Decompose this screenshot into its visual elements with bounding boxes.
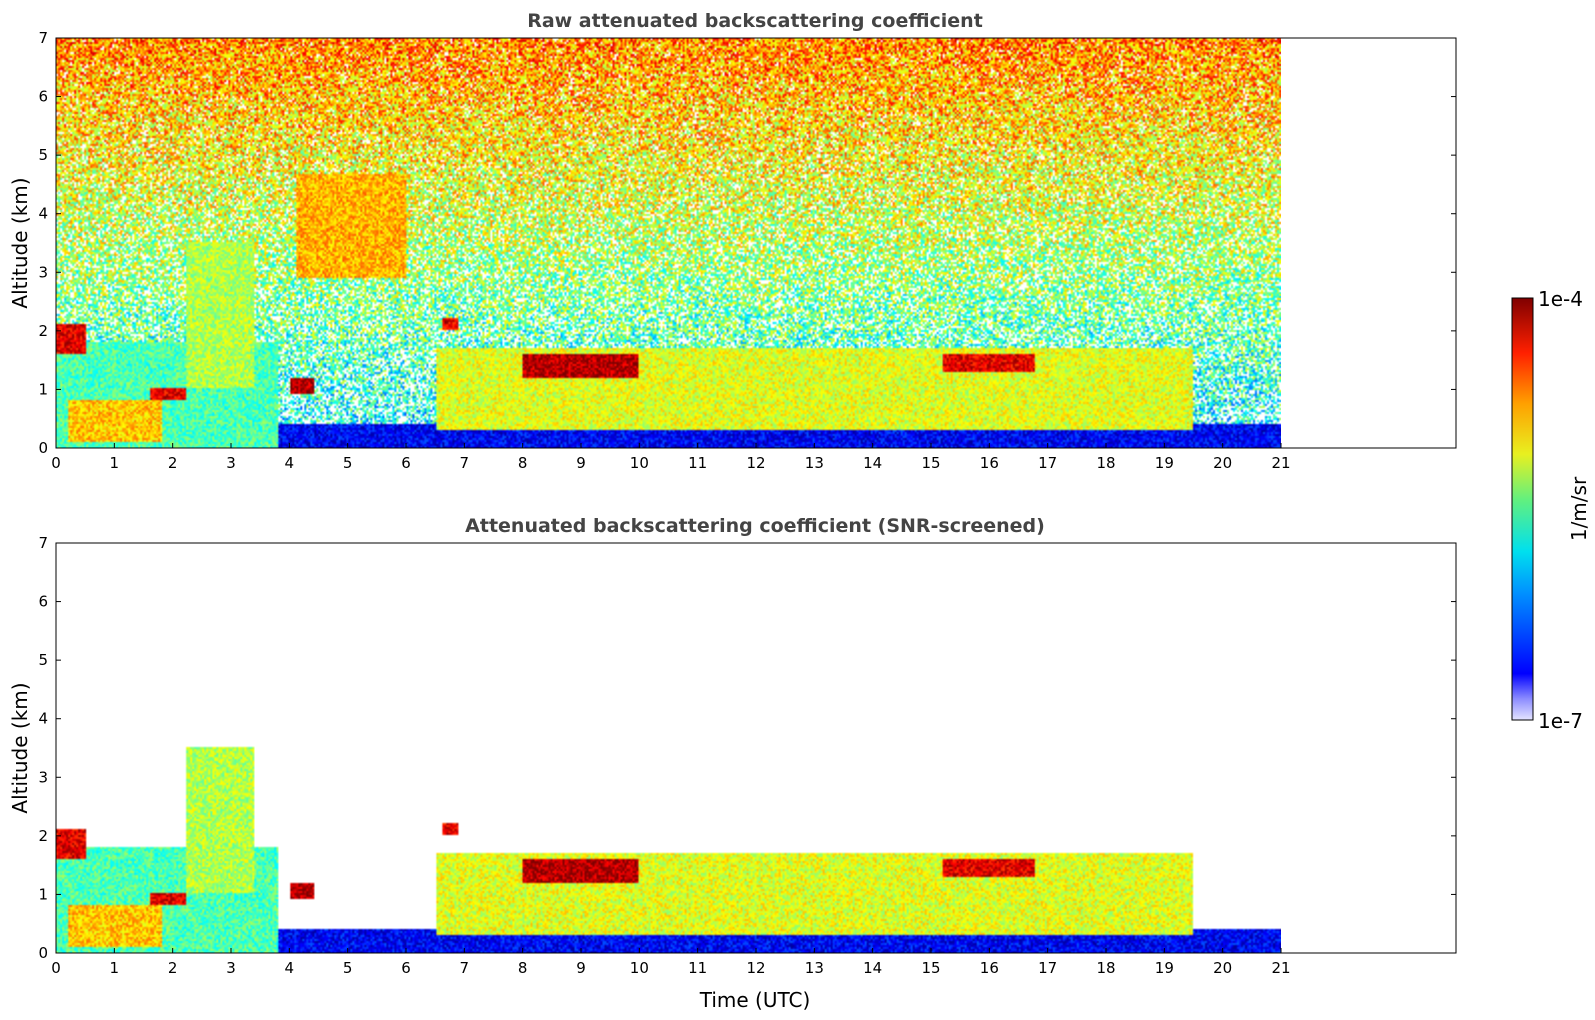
- x-tick-label: 10: [630, 454, 649, 472]
- x-tick-label: 5: [343, 959, 353, 977]
- colorbar-min-label: 1e-7: [1538, 709, 1583, 733]
- x-tick-label: 15: [921, 959, 940, 977]
- x-tick-label: 17: [1038, 959, 1057, 977]
- y-tick-label: 1: [38, 380, 48, 398]
- x-tick-label: 2: [168, 454, 178, 472]
- colorbar-max-label: 1e-4: [1538, 287, 1583, 311]
- y-tick-label: 2: [38, 322, 48, 340]
- y-axis-label-screened: Altitude (km): [8, 682, 32, 813]
- y-tick-label: 4: [38, 710, 48, 728]
- x-axis-raw: 0 1 2 3 4 5 6 7 8 9 10 11 12 13 14 15 16 17 18 19 20 21: [51, 443, 1291, 472]
- colorbar: 1e-4 1e-7 1/m/sr: [1511, 287, 1591, 733]
- x-tick-label: 10: [630, 959, 649, 977]
- x-tick-label: 6: [401, 454, 411, 472]
- panel-screened: Attenuated backscattering coefficient (S…: [8, 515, 1457, 1012]
- x-tick-label: 21: [1271, 454, 1290, 472]
- x-tick-label: 20: [1213, 454, 1232, 472]
- x-tick-label: 9: [576, 454, 586, 472]
- y-tick-label: 0: [38, 439, 48, 457]
- y-axis-raw: 0 1 2 3 4 5 6 7: [38, 29, 1456, 457]
- heatmap-raw: [56, 38, 1281, 448]
- y-tick-label: 3: [38, 768, 48, 786]
- y-tick-label: 3: [38, 263, 48, 281]
- panel-title-screened: Attenuated backscattering coefficient (S…: [465, 515, 1045, 537]
- y-tick-label: 4: [38, 205, 48, 223]
- x-tick-label: 8: [518, 959, 528, 977]
- x-axis-label: Time (UTC): [699, 988, 811, 1012]
- x-tick-label: 11: [688, 454, 707, 472]
- y-tick-label: 7: [38, 29, 48, 47]
- x-tick-label: 0: [51, 959, 61, 977]
- x-tick-label: 14: [863, 959, 882, 977]
- x-tick-label: 12: [746, 959, 765, 977]
- y-tick-label: 5: [38, 651, 48, 669]
- x-tick-label: 7: [460, 454, 470, 472]
- y-tick-label: 0: [38, 944, 48, 962]
- x-tick-label: 16: [980, 959, 999, 977]
- x-axis-screened: 0 1 2 3 4 5 6 7 8 9 10 11 12 13 14 15 16 17 18 19 20 21: [51, 948, 1291, 977]
- x-tick-label: 7: [460, 959, 470, 977]
- x-tick-label: 14: [863, 454, 882, 472]
- x-tick-label: 19: [1155, 959, 1174, 977]
- y-tick-label: 7: [38, 534, 48, 552]
- x-tick-label: 18: [1096, 454, 1115, 472]
- x-tick-label: 17: [1038, 454, 1057, 472]
- y-axis-label-raw: Altitude (km): [8, 177, 32, 308]
- panel-title-raw: Raw attenuated backscattering coefficien…: [527, 10, 983, 32]
- x-tick-label: 13: [805, 959, 824, 977]
- x-tick-label: 1: [110, 454, 120, 472]
- x-tick-label: 3: [226, 959, 236, 977]
- y-tick-label: 1: [38, 885, 48, 903]
- y-tick-label: 2: [38, 827, 48, 845]
- x-tick-label: 2: [168, 959, 178, 977]
- x-tick-label: 8: [518, 454, 528, 472]
- colorbar-gradient: [1511, 297, 1534, 721]
- x-tick-label: 3: [226, 454, 236, 472]
- x-tick-label: 21: [1271, 959, 1290, 977]
- heatmap-screened: [56, 543, 1281, 953]
- panel-raw: Raw attenuated backscattering coefficien…: [8, 10, 1457, 472]
- x-tick-label: 9: [576, 959, 586, 977]
- x-tick-label: 13: [805, 454, 824, 472]
- x-tick-label: 1: [110, 959, 120, 977]
- x-tick-label: 0: [51, 454, 61, 472]
- x-tick-label: 6: [401, 959, 411, 977]
- y-axis-screened: 0 1 2 3 4 5 6 7: [38, 534, 1456, 962]
- x-tick-label: 12: [746, 454, 765, 472]
- x-tick-label: 5: [343, 454, 353, 472]
- x-tick-label: 19: [1155, 454, 1174, 472]
- x-tick-label: 20: [1213, 959, 1232, 977]
- y-tick-label: 6: [38, 88, 48, 106]
- colorbar-unit-label: 1/m/sr: [1567, 476, 1591, 541]
- y-tick-label: 6: [38, 593, 48, 611]
- x-tick-label: 11: [688, 959, 707, 977]
- x-tick-label: 16: [980, 454, 999, 472]
- x-tick-label: 18: [1096, 959, 1115, 977]
- x-tick-label: 4: [285, 454, 295, 472]
- y-tick-label: 5: [38, 146, 48, 164]
- x-tick-label: 4: [285, 959, 295, 977]
- x-tick-label: 15: [921, 454, 940, 472]
